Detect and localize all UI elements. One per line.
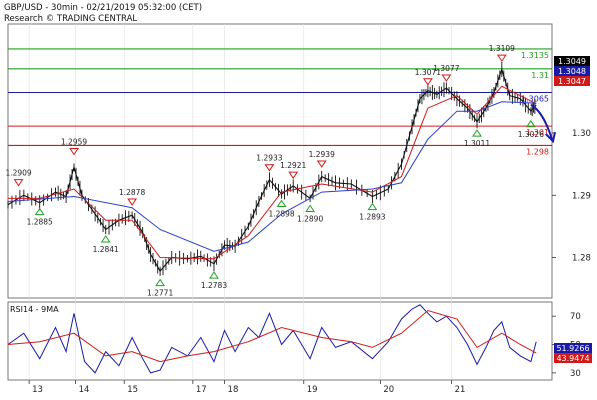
chart-source: Research © TRADING CENTRAL [4,14,138,24]
swing-label: 1.2909 [5,169,31,178]
x-tick-label: 21 [455,385,466,395]
level-label: 1.3065 [521,95,549,104]
y-tick-label: 1.29 [572,191,591,201]
support-marker [472,129,482,137]
swing-label: 1.3071 [415,68,441,77]
swing-label: 1.2921 [280,161,306,170]
swing-label: 1.2771 [147,289,173,298]
rsi-y-tick-label: 30 [570,369,581,379]
rsi-line [7,304,537,374]
rsi-title: RSI14 - 9MA [10,305,59,314]
swing-label: 1.2841 [93,245,119,254]
resistance-marker [264,164,275,172]
support-marker [155,278,166,287]
rsi-y-tick-label: 70 [570,312,581,322]
resistance-marker [422,78,433,86]
resistance-marker [441,74,452,82]
moving-average-line [7,101,537,252]
swing-label: 1.3109 [489,44,515,53]
price-box-label: 1.3047 [558,77,586,86]
resistance-marker [496,54,507,63]
level-label: 1.3135 [521,51,549,60]
x-tick-label: 19 [307,385,318,395]
resistance-marker [69,148,79,156]
support-marker [276,199,287,207]
projection-arrowhead [545,131,556,144]
x-tick-label: 13 [32,385,43,395]
price-box-label: 1.3049 [558,57,586,66]
level-label: 1.298 [526,147,549,156]
resistance-marker [316,160,327,168]
swing-label: 1.2783 [201,281,227,290]
resistance-marker [127,198,138,206]
support-marker [34,207,45,216]
level-label: 1.301 [526,128,549,137]
price-box [554,56,590,66]
projection-arrow [530,104,553,140]
price-box-label: 1.3048 [558,67,586,76]
swing-label: 1.2893 [359,213,385,222]
swing-label: 1.2890 [297,214,323,223]
level-label: 1.31 [531,71,549,80]
support-marker [367,202,378,211]
rsi-value-label: 51.9266 [556,344,589,353]
swing-label: 1.2878 [119,188,145,197]
swing-label: 1.2933 [256,154,282,163]
swing-label: 1.3077 [433,64,459,73]
rsi-panel-frame [7,301,553,381]
price-panel-frame [7,23,553,299]
support-marker [525,119,536,128]
support-marker [209,271,219,279]
swing-label: 1.2898 [268,209,294,218]
x-tick-label: 18 [228,385,239,395]
y-tick-label: 1.28 [572,254,591,264]
moving-average-line [8,85,537,260]
rsi-value-label: 43.9474 [556,354,589,363]
support-marker [305,204,316,212]
price-box [554,66,590,76]
swing-label: 1.3026 [518,130,544,139]
swing-label: 1.3011 [464,139,490,148]
swing-label: 1.2939 [309,150,335,159]
chart-title: GBP/USD - 30min - 02/21/2019 05:32:00 (C… [4,3,203,13]
x-tick-label: 17 [196,385,207,395]
x-tick-label: 14 [79,385,90,395]
swing-label: 1.2885 [27,218,53,227]
y-tick-label: 1.30 [572,129,591,139]
rsi-value-box [554,343,592,353]
rsi-value-box [554,353,592,363]
x-tick-label: 20 [383,385,394,395]
price-box [554,76,590,86]
x-tick-label: 15 [127,385,138,395]
swing-label: 1.2959 [61,138,87,147]
resistance-marker [288,171,299,180]
rsi-line [7,309,537,363]
support-marker [100,235,111,243]
resistance-marker [13,179,24,187]
